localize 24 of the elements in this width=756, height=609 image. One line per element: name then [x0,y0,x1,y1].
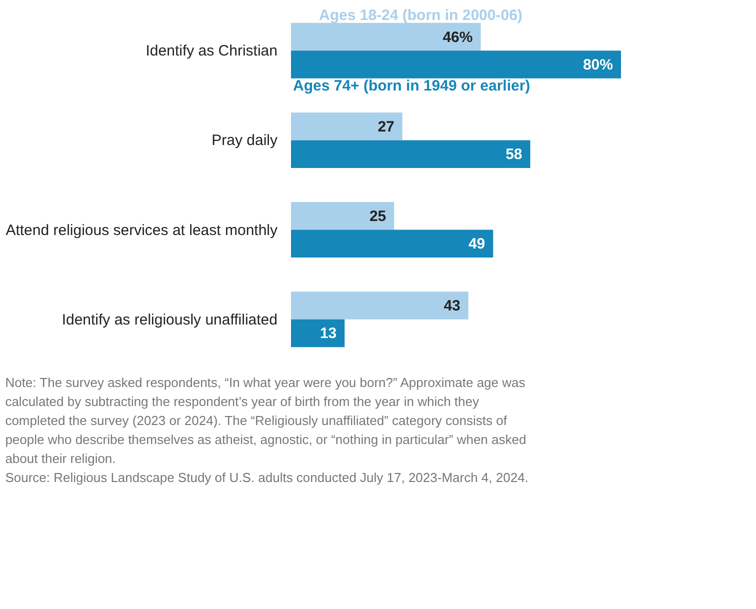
y-tick-label: Pray daily [212,132,278,150]
bar [291,292,468,320]
bar [291,230,494,258]
data-label: 58 [506,146,522,164]
data-label: 43 [444,297,460,314]
data-label: 49 [468,236,486,253]
bar [291,319,345,348]
bar [291,140,530,168]
bar [291,112,402,140]
bar [291,50,621,78]
y-tick-label: Attend religious services at least monthly [6,222,278,239]
bar [291,22,481,51]
series-label: Ages 18-24 (born in 2000-06) [319,6,522,24]
source-note: Source: Religious Landscape Study of U.S. adults conducted July 17, 2023-March 4, 2024. [5,470,528,485]
data-label: 13 [320,325,337,342]
y-tick-label: Identify as religiously unaffiliated [62,311,278,328]
series-label: Ages 74+ (born in 1949 or earlier) [293,78,530,95]
y-tick-label: Identify as Christian [146,42,278,60]
data-label: 27 [378,118,394,136]
text: Note: The survey asked respondents, “In what year were you born?” Approximate age was calculated by subtracting the respondent’s year of birth from the year in which they completed the survey (2023 or 2024). The “Religiously unaffiliated” category consists of people who describe themselves as atheist, agnostic, or “nothing in particular” when asked about their religion. [5,375,526,466]
data-label: 80% [582,56,613,74]
bar [291,202,394,230]
data-label: 25 [369,208,386,225]
data-label: 46% [442,28,473,46]
